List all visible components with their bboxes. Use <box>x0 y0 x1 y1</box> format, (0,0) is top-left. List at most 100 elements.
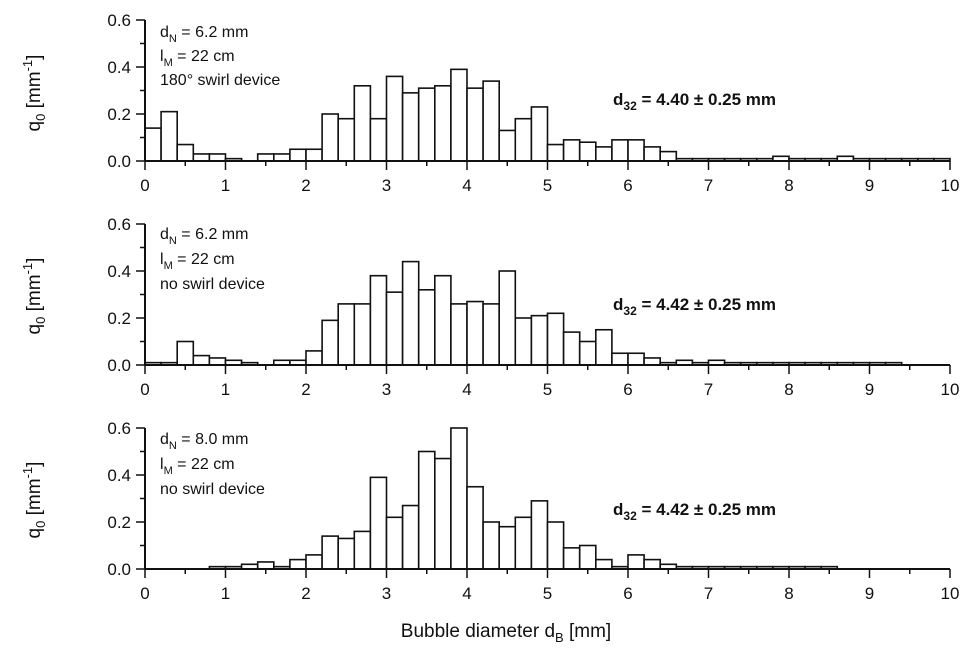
panel-3-x-tick-label: 5 <box>543 584 552 603</box>
panel-3-x-tick-label: 10 <box>941 584 960 603</box>
panel-3-axes <box>136 427 951 578</box>
panel-2-annotation-device: no swirl device <box>160 276 265 293</box>
panel-2-d32-label: d32 = 4.42 ± 0.25 mm <box>613 295 776 318</box>
panel-3-bar <box>353 530 372 570</box>
panel-2-bar <box>562 331 581 366</box>
panel-2-y-tick-label: 0.4 <box>107 262 131 281</box>
panel-2-bar <box>417 288 436 366</box>
panel-1-bar <box>305 148 323 162</box>
panel-1-y-axis-label: q0 [mm-1] <box>20 55 48 132</box>
x-axis-title: Bubble diameter dB [mm] <box>401 621 611 645</box>
panel-3-y-tick-label: 0.6 <box>107 419 131 438</box>
panel-1-bar <box>272 153 291 162</box>
panel-1-bar <box>643 146 661 162</box>
panel-1-bar <box>144 127 162 162</box>
panel-2-bar <box>369 274 388 366</box>
panel-3-y-tick-label: 0.0 <box>107 560 131 579</box>
panel-3: 0 1 2 3 4 5 6 7 8 9 10 0.0 0.2 0.4 0.6 q0 [mm-1] dN = … <box>20 419 959 645</box>
panel-1-x-tick-label: 3 <box>382 176 391 195</box>
panel-3-bar <box>450 427 468 570</box>
panel-3-x-tick-label: 1 <box>221 584 230 603</box>
panel-2-annotation-nozzle: dN = 6.2 mm <box>160 226 248 247</box>
panel-3-bar <box>482 521 501 570</box>
panel-3-bar <box>643 558 661 570</box>
panel-1-bar <box>353 85 372 162</box>
panel-1-bar <box>611 139 629 162</box>
panel-2-x-tick-label: 9 <box>865 380 874 399</box>
panel-1-bar <box>562 139 581 162</box>
panel-2-bars <box>144 260 903 366</box>
panel-1-bar <box>514 117 533 162</box>
panel-3-bar <box>417 450 436 570</box>
panel-2-bar <box>353 303 372 366</box>
panel-3-bar <box>562 547 581 570</box>
panel-1-annotation-nozzle: dN = 6.2 mm <box>160 24 248 45</box>
panel-3-bar <box>321 535 340 570</box>
panel-3-bars <box>208 427 839 570</box>
panel-3-bar <box>385 516 404 570</box>
panel-2-x-tick-label: 6 <box>623 380 632 399</box>
panel-1-y-tick-label: 0.4 <box>107 58 131 77</box>
panel-1-bar <box>433 85 452 162</box>
panel-3-bar <box>530 500 549 570</box>
panel-2-x-tick-label: 8 <box>784 380 793 399</box>
panel-3-bar <box>514 516 533 570</box>
panel-1-x-tick-label: 10 <box>941 176 960 195</box>
panel-1-bar <box>659 150 678 162</box>
panel-2-bar <box>466 300 484 366</box>
panel-1-bar <box>594 146 613 162</box>
panel-2-tick-labels: 0 1 2 3 4 5 6 7 8 9 10 0.0 0.2 0.4 0.6 <box>107 215 959 399</box>
panel-2-bar <box>578 340 597 366</box>
panel-2-x-tick-label: 7 <box>704 380 713 399</box>
panel-1-bar <box>321 113 340 162</box>
panel-3-bar <box>256 561 275 570</box>
panel-1-bar <box>369 117 388 162</box>
panel-2-bar <box>530 314 549 366</box>
panel-1-bar <box>498 129 517 162</box>
panel-2-x-tick-label: 0 <box>140 380 149 399</box>
panel-1-y-tick-label: 0.0 <box>107 152 131 171</box>
panel-2-bar <box>433 274 452 366</box>
panel-3-x-tick-label: 6 <box>623 584 632 603</box>
panel-3-bar <box>578 544 597 570</box>
panel-1-bar <box>417 87 436 162</box>
panel-3-d32-label: d32 = 4.42 ± 0.25 mm <box>613 500 776 523</box>
panel-1: 0 1 2 3 4 5 6 7 8 9 10 0.0 0.2 0.4 0.6 q0 [mm-1] dN = … <box>20 11 959 195</box>
panel-2-bar <box>611 352 629 366</box>
panel-3-bar <box>433 457 452 570</box>
panel-1-bar <box>627 139 645 162</box>
panel-2-bar <box>208 357 227 366</box>
panel-3-bar <box>546 521 565 570</box>
panel-2-bar <box>450 303 468 366</box>
panel-3-annotation-nozzle: dN = 8.0 mm <box>160 431 248 452</box>
panel-2-x-tick-label: 3 <box>382 380 391 399</box>
panel-2-bar <box>176 340 195 366</box>
panel-1-bars <box>144 68 951 162</box>
panel-1-d32-label: d32 = 4.40 ± 0.25 mm <box>613 90 776 113</box>
panel-1-bar <box>530 106 549 162</box>
panel-2-bar <box>594 328 613 366</box>
panel-3-bar <box>369 476 388 570</box>
panel-2-bar <box>643 357 661 366</box>
panel-2-x-tick-label: 5 <box>543 380 552 399</box>
panel-3-x-tick-label: 2 <box>301 584 310 603</box>
panel-1-bar <box>578 141 597 162</box>
panel-2-x-tick-label: 4 <box>462 380 471 399</box>
panel-2-bar <box>337 303 356 366</box>
panel-1-x-tick-label: 7 <box>704 176 713 195</box>
panel-3-bar <box>466 485 484 570</box>
panel-1-axes <box>136 19 951 170</box>
panel-2-bar <box>482 303 501 366</box>
panel-1-bar <box>450 68 468 162</box>
panel-3-x-tick-label: 8 <box>784 584 793 603</box>
panel-2-y-tick-label: 0.2 <box>107 309 131 328</box>
panel-3-bar <box>289 558 307 570</box>
panel-2-y-axis-label: q0 [mm-1] <box>20 258 48 335</box>
panel-1-bar <box>466 87 484 162</box>
panel-2-annotation-length: lM = 22 cm <box>160 251 235 272</box>
panel-1-x-tick-label: 0 <box>140 176 149 195</box>
panel-2-bar <box>498 270 517 366</box>
panel-1-annotation-length: lM = 22 cm <box>160 48 235 69</box>
panel-3-x-tick-label: 3 <box>382 584 391 603</box>
panel-2-x-tick-label: 10 <box>941 380 960 399</box>
